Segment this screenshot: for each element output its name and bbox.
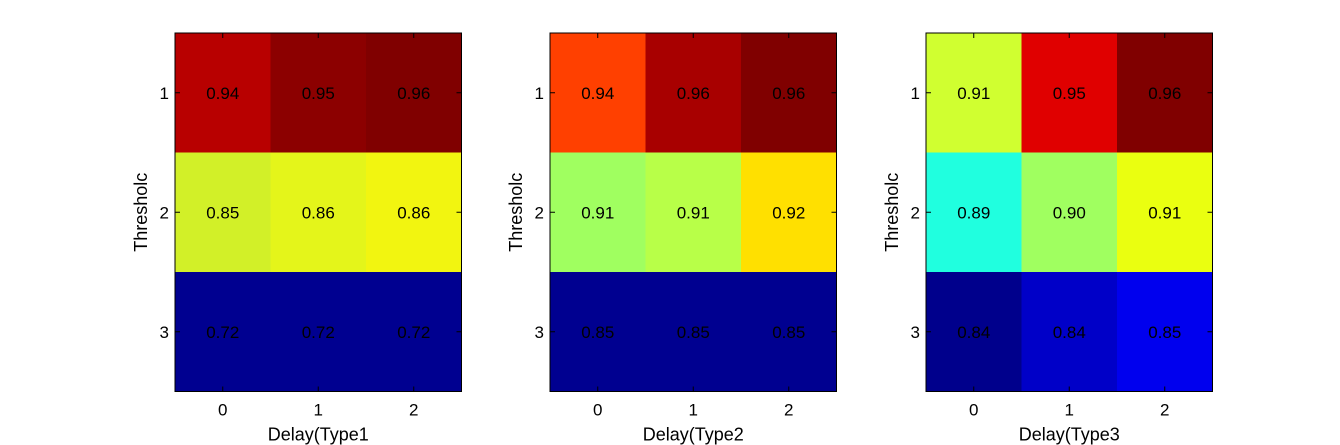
cell-value-label: 0.91: [1148, 203, 1181, 222]
y-tick-label: 1: [911, 84, 920, 103]
heatmap-cell: [270, 152, 367, 273]
cell-value-label: 0.96: [397, 84, 430, 103]
heatmap-cell: [1117, 152, 1213, 273]
cell-value-label: 0.84: [1053, 323, 1086, 342]
cell-value-label: 0.91: [957, 84, 990, 103]
cell-value-label: 0.85: [1148, 323, 1181, 342]
heatmap-cell: [1021, 272, 1118, 392]
cell-value-label: 0.94: [581, 84, 614, 103]
heatmap-cell: [645, 33, 742, 153]
cell-value-label: 0.96: [677, 84, 710, 103]
cell-value-label: 0.96: [772, 84, 805, 103]
heatmap-cell: [270, 272, 367, 392]
x-axis-label: Delay(Type1: [268, 425, 369, 445]
cell-value-label: 0.85: [206, 203, 239, 222]
x-tick-label: 2: [409, 401, 418, 420]
x-tick-label: 1: [689, 401, 698, 420]
heatmap-cell: [270, 33, 367, 153]
heatmap-cell: [926, 33, 1022, 153]
cell-value-label: 0.96: [1148, 84, 1181, 103]
heatmap-panel-1: 0.94 0.95 0.96 0.85 0.86 0.86 0.72 0.72 0.72 0 1 2 1…: [131, 32, 462, 445]
x-tick-label: 0: [593, 401, 602, 420]
y-tick-label: 3: [535, 323, 544, 342]
heatmap-cell: [741, 152, 837, 273]
y-tick-label: 1: [160, 84, 169, 103]
cell-value-label: 0.72: [397, 323, 430, 342]
heatmap-cell: [366, 152, 462, 273]
heatmap-cell: [550, 272, 646, 392]
heatmap-cell: [1117, 272, 1213, 392]
heatmap-cell: [926, 272, 1022, 392]
y-axis-label: Thresholc: [131, 173, 151, 252]
cell-value-label: 0.86: [397, 203, 430, 222]
cell-value-label: 0.86: [302, 203, 335, 222]
cell-value-label: 0.89: [957, 203, 990, 222]
heatmap-cell: [550, 33, 646, 153]
y-axis-label: Thresholc: [506, 173, 526, 252]
cell-value-label: 0.72: [302, 323, 335, 342]
y-tick-label: 2: [535, 203, 544, 222]
heatmap-cell: [366, 33, 462, 153]
heatmap-cell: [175, 33, 271, 153]
cell-value-label: 0.94: [206, 84, 239, 103]
heatmap-cell: [741, 272, 837, 392]
cell-value-label: 0.95: [302, 84, 335, 103]
x-tick-label: 0: [969, 401, 978, 420]
y-tick-label: 1: [535, 84, 544, 103]
heatmap-cell: [645, 272, 742, 392]
heatmap-cell: [926, 152, 1022, 273]
cell-value-label: 0.92: [772, 203, 805, 222]
heatmap-cell: [645, 152, 742, 273]
heatmap-cell: [741, 33, 837, 153]
heatmap-cell: [1021, 152, 1118, 273]
heatmap-cell: [175, 152, 271, 273]
x-tick-label: 1: [1065, 401, 1074, 420]
heatmap-cell: [1021, 33, 1118, 153]
cell-value-label: 0.91: [581, 203, 614, 222]
heatmap-cell: [550, 152, 646, 273]
cell-value-label: 0.95: [1053, 84, 1086, 103]
y-tick-label: 2: [911, 203, 920, 222]
heatmap-panel-2: 0.94 0.96 0.96 0.91 0.91 0.92 0.85 0.85 0.85 0 1 2 1…: [506, 32, 837, 445]
x-tick-label: 2: [1160, 401, 1169, 420]
y-axis-label: Thresholc: [882, 173, 902, 252]
x-tick-label: 1: [314, 401, 323, 420]
y-tick-label: 3: [160, 323, 169, 342]
cell-value-label: 0.84: [957, 323, 990, 342]
cell-value-label: 0.85: [677, 323, 710, 342]
y-tick-label: 3: [911, 323, 920, 342]
y-tick-label: 2: [160, 203, 169, 222]
heatmap-cell: [1117, 33, 1213, 153]
cell-value-label: 0.85: [772, 323, 805, 342]
heatmap-cell: [175, 272, 271, 392]
cell-value-label: 0.85: [581, 323, 614, 342]
x-tick-label: 2: [784, 401, 793, 420]
x-tick-label: 0: [218, 401, 227, 420]
cell-value-label: 0.72: [206, 323, 239, 342]
cell-value-label: 0.90: [1053, 203, 1086, 222]
cell-value-label: 0.91: [677, 203, 710, 222]
heatmap-cell: [366, 272, 462, 392]
x-axis-label: Delay(Type2: [643, 425, 744, 445]
heatmap-panel-3: 0.91 0.95 0.96 0.89 0.90 0.91 0.84 0.84 0.85 0 1 2 1…: [882, 32, 1213, 445]
x-axis-label: Delay(Type3: [1019, 425, 1120, 445]
